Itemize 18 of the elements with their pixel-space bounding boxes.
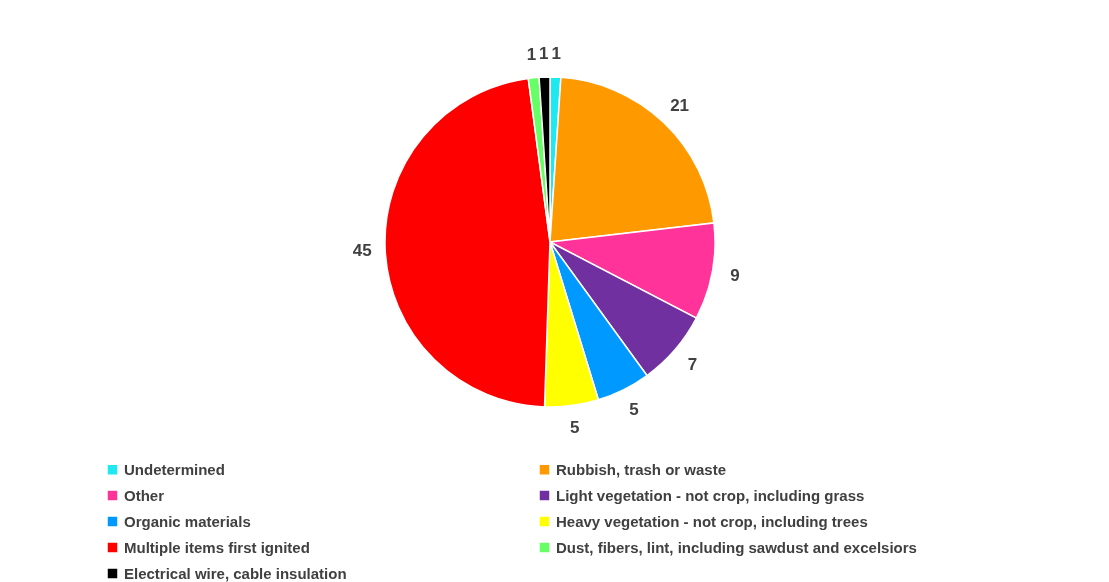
data-label: 9	[730, 266, 740, 286]
legend-label: Organic materials	[124, 512, 251, 530]
data-label: 1	[539, 44, 549, 64]
data-label: 5	[629, 400, 639, 420]
legend-label: Light vegetation - not crop, including grass	[556, 486, 865, 504]
data-label: 1	[551, 44, 561, 64]
legend-label: Undetermined	[124, 460, 225, 478]
data-label: 1	[526, 44, 537, 64]
legend-label: Electrical wire, cable insulation	[124, 564, 347, 582]
data-label: 21	[670, 95, 690, 115]
legend-label: Multiple items first ignited	[124, 538, 310, 556]
data-label: 7	[687, 354, 698, 374]
legend-label: Dust, fibers, lint, including sawdust and excelsiors	[556, 538, 917, 556]
data-label: 5	[570, 418, 580, 438]
legend-label: Heavy vegetation - not crop, including trees	[556, 512, 868, 530]
data-label: 45	[352, 241, 372, 261]
legend-label: Other	[124, 486, 165, 504]
legend-label: Rubbish, trash or waste	[556, 460, 727, 478]
